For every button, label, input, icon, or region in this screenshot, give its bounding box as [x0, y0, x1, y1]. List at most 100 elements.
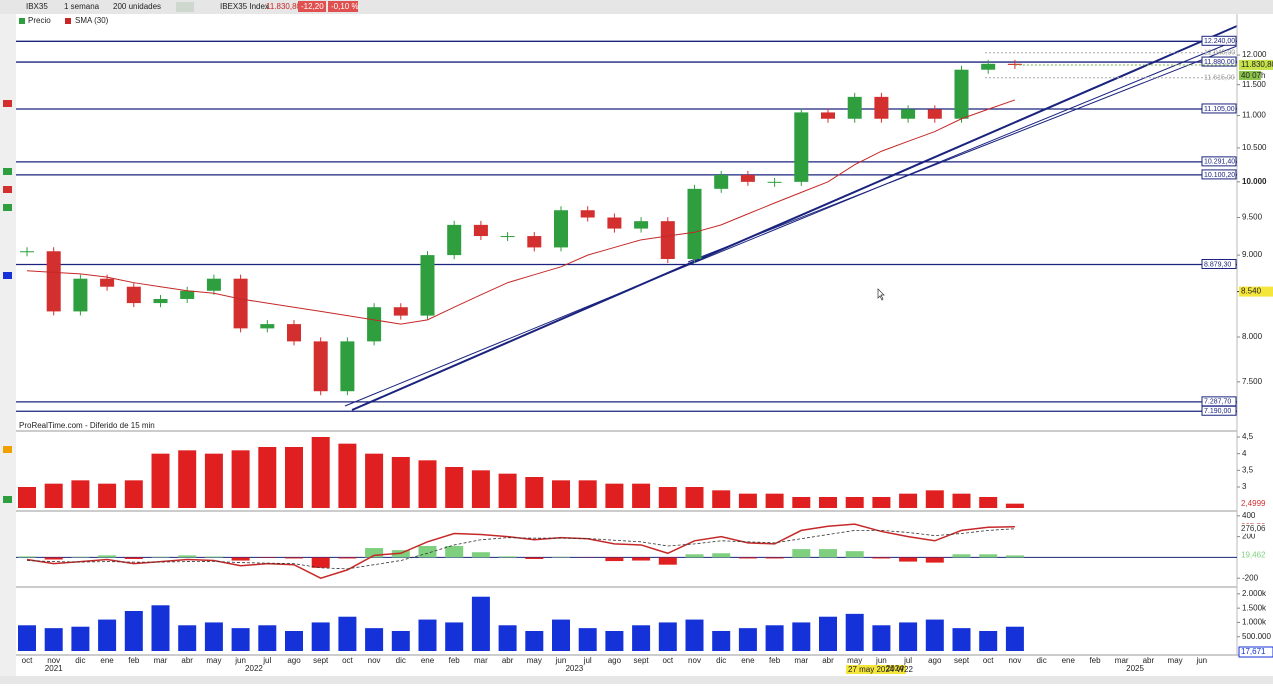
x-tick-label: may: [527, 656, 542, 665]
period[interactable]: 1 semana: [64, 2, 100, 11]
bar: [285, 447, 303, 508]
candle: [554, 210, 568, 247]
x-tick-label: abr: [822, 656, 834, 665]
y-tick-label: 1.000k: [1242, 618, 1267, 627]
hist-bar: [953, 554, 971, 557]
y-tick-label: 11.500: [1242, 80, 1266, 89]
tool[interactable]: [3, 168, 12, 175]
bar: [792, 622, 810, 651]
bar: [365, 454, 383, 508]
tool[interactable]: [3, 204, 12, 211]
candle: [581, 210, 595, 217]
bar: [846, 497, 864, 508]
x-tick-label: sept: [313, 656, 329, 665]
hist-bar: [258, 557, 276, 558]
hist-bar: [445, 546, 463, 557]
tool[interactable]: [3, 186, 12, 193]
hist-bar: [98, 555, 116, 557]
bar: [71, 480, 89, 508]
y-tick-label: 10.000: [1242, 177, 1267, 186]
candle: [394, 307, 408, 315]
bar: [392, 631, 410, 651]
x-tick-label: feb: [449, 656, 461, 665]
candle: [287, 324, 301, 341]
level-label: 8.879,30: [1204, 261, 1231, 268]
x-tick-label: dic: [1036, 656, 1046, 665]
candle: [634, 221, 648, 228]
change-pct: -0,10 %: [331, 2, 359, 11]
bar: [525, 631, 543, 651]
candle: [527, 236, 541, 247]
status-bar: [0, 676, 1273, 684]
bar: [872, 497, 890, 508]
level-label: 10.291,40: [1204, 159, 1235, 166]
bar: [338, 617, 356, 651]
tool[interactable]: [3, 100, 12, 107]
candle: [127, 287, 141, 303]
x-tick-label: feb: [1089, 656, 1101, 665]
value-tag-label: 8.540: [1241, 287, 1262, 296]
bar: [872, 625, 890, 651]
chart-type[interactable]: [176, 2, 194, 12]
candle: [688, 189, 702, 259]
hist-bar: [926, 557, 944, 562]
signal-line: [27, 529, 1015, 569]
hist-bar: [178, 555, 196, 557]
bar: [552, 480, 570, 508]
bar: [979, 497, 997, 508]
x-tick-label: ago: [608, 656, 622, 665]
symbol[interactable]: IBX35: [26, 2, 48, 11]
candle: [741, 175, 755, 182]
x-tick-label: ene: [741, 656, 755, 665]
candle: [714, 175, 728, 189]
trend-line: [352, 26, 1237, 410]
candle: [73, 279, 87, 312]
bar: [152, 454, 170, 508]
hist-bar: [205, 557, 223, 558]
bar: [739, 628, 757, 651]
x-tick-label: ago: [287, 656, 301, 665]
x-tick-label: jun: [1195, 656, 1207, 665]
hist-bar: [472, 552, 490, 557]
bar: [552, 620, 570, 651]
countdown: 40 07h: [1241, 71, 1265, 80]
year-label: 2025: [1126, 664, 1144, 673]
bar: [499, 625, 517, 651]
x-tick-label: mar: [794, 656, 808, 665]
candle: [821, 112, 835, 118]
y-tick-label: 3,5: [1242, 465, 1254, 474]
y-tick-label: 400: [1242, 511, 1256, 520]
bar: [605, 631, 623, 651]
y-tick-label: 9.000: [1242, 250, 1263, 259]
x-tick-label: abr: [502, 656, 514, 665]
bar: [178, 625, 196, 651]
tool[interactable]: [3, 496, 12, 503]
tool[interactable]: [3, 446, 12, 453]
x-tick-label: ene: [421, 656, 435, 665]
bar: [472, 470, 490, 508]
y-tick-label: 11.000: [1242, 111, 1266, 120]
value-tag-label: 11.830,80: [1241, 60, 1273, 69]
x-tick-label: may: [206, 656, 221, 665]
bar: [18, 487, 36, 508]
price-label: 11.615,00: [1204, 75, 1235, 82]
candle: [981, 64, 995, 70]
bar: [232, 450, 250, 508]
value-tag-label: 2,4999: [1241, 499, 1266, 508]
x-tick-label: abr: [181, 656, 193, 665]
units[interactable]: 200 unidades: [113, 2, 161, 11]
bar: [258, 447, 276, 508]
candle: [661, 221, 675, 259]
hist-bar: [899, 557, 917, 561]
bar: [739, 494, 757, 508]
x-tick-label: ene: [100, 656, 114, 665]
bar: [632, 484, 650, 508]
bar: [659, 622, 677, 651]
x-tick-label: jul: [903, 656, 912, 665]
bar: [312, 437, 330, 508]
bar: [445, 622, 463, 651]
hist-bar: [712, 553, 730, 557]
candle: [447, 225, 461, 255]
tool[interactable]: [3, 272, 12, 279]
